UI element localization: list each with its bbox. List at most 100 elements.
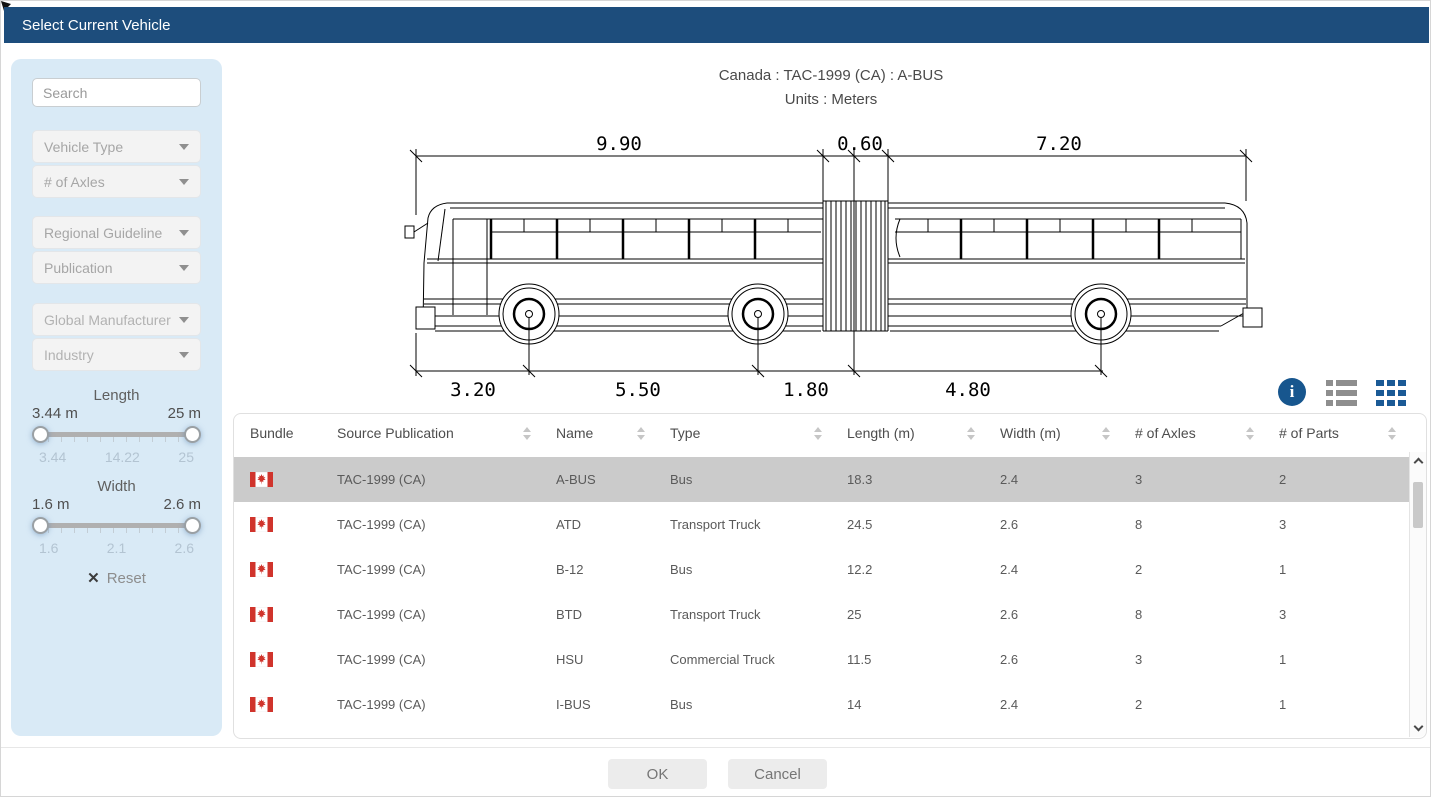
bundle-cell: [238, 472, 325, 487]
length-slider-min-handle[interactable]: [32, 426, 49, 443]
cell-type: Commercial Truck: [670, 652, 775, 667]
scrollbar-thumb[interactable]: [1413, 482, 1423, 528]
global-manufacturer-dropdown[interactable]: Global Manufacturer: [32, 303, 201, 336]
svg-text:4.80: 4.80: [945, 379, 991, 401]
canada-flag-icon: [250, 562, 273, 577]
dialog-title: Select Current Vehicle: [22, 16, 171, 34]
svg-text:0.60: 0.60: [837, 133, 883, 155]
vehicle-table-panel: Bundle Source Publication Name Type Leng…: [233, 413, 1427, 739]
svg-text:5.50: 5.50: [615, 379, 661, 401]
width-slider-scale: 1.6 2.1 2.6: [39, 540, 194, 556]
column-header-length[interactable]: Length (m): [835, 425, 988, 441]
cell-source-publication: TAC-1999 (CA): [337, 562, 426, 577]
table-row[interactable]: TAC-1999 (CA) BTD Transport Truck 25 2.6…: [234, 592, 1409, 637]
cell-width: 2.6: [1000, 652, 1019, 667]
length-slider-track[interactable]: [40, 432, 193, 437]
column-header-type[interactable]: Type: [658, 425, 835, 441]
cell-axles: 2: [1135, 697, 1143, 712]
cell-source-publication: TAC-1999 (CA): [337, 652, 426, 667]
info-icon[interactable]: i: [1278, 378, 1306, 406]
chevron-down-icon: [179, 316, 189, 323]
length-slider-scale: 3.44 14.22 25: [39, 449, 194, 465]
column-header-name[interactable]: Name: [544, 425, 658, 441]
length-slider-ticks: [48, 437, 185, 442]
filter-group-vehicle: Vehicle Type # of Axles: [32, 130, 201, 198]
ok-button[interactable]: OK: [608, 759, 707, 789]
vehicle-type-dropdown[interactable]: Vehicle Type: [32, 130, 201, 163]
cell-axles: 2: [1135, 562, 1143, 577]
canada-flag-icon: [250, 472, 273, 487]
scroll-up-icon[interactable]: [1413, 457, 1424, 468]
table-row[interactable]: TAC-1999 (CA) B-12 Bus 12.2 2.4 2 1: [234, 547, 1409, 592]
length-slider-max-handle[interactable]: [184, 426, 201, 443]
cell-axles: 3: [1135, 472, 1143, 487]
cell-parts: 3: [1279, 607, 1287, 622]
cell-parts: 1: [1279, 652, 1287, 667]
width-slider-min-handle[interactable]: [32, 517, 49, 534]
reset-filters-button[interactable]: ✕ Reset: [87, 569, 146, 588]
cell-source-publication: TAC-1999 (CA): [337, 607, 426, 622]
cell-name: ATD: [556, 517, 582, 532]
length-filter-title: Length: [93, 387, 140, 404]
chevron-down-icon: [179, 178, 189, 185]
table-row[interactable]: TAC-1999 (CA) HSU Commercial Truck 11.5 …: [234, 637, 1409, 682]
width-slider-max-handle[interactable]: [184, 517, 201, 534]
sort-icon[interactable]: [1388, 426, 1396, 440]
length-range-slider[interactable]: [32, 424, 201, 446]
column-header-axles[interactable]: # of Axles: [1123, 425, 1267, 441]
cell-axles: 3: [1135, 652, 1143, 667]
sort-icon[interactable]: [637, 426, 645, 440]
cell-length: 12.2: [847, 562, 873, 577]
sort-icon[interactable]: [814, 426, 822, 440]
table-row[interactable]: TAC-1999 (CA) ATD Transport Truck 24.5 2…: [234, 502, 1409, 547]
wheel-front: [498, 283, 560, 345]
width-max-label: 2.6 m: [163, 496, 201, 513]
width-slider-track[interactable]: [40, 523, 193, 528]
bundle-cell: [238, 652, 325, 667]
column-header-parts[interactable]: # of Parts: [1267, 425, 1409, 441]
cursor-artifact: [1, 1, 11, 11]
column-header-source-publication[interactable]: Source Publication: [325, 425, 544, 441]
cell-width: 2.6: [1000, 607, 1019, 622]
industry-dropdown[interactable]: Industry: [32, 338, 201, 371]
filter-group-manufacturer: Global Manufacturer Industry: [32, 303, 201, 371]
regional-guideline-dropdown[interactable]: Regional Guideline: [32, 216, 201, 249]
cell-type: Transport Truck: [670, 607, 761, 622]
table-body: TAC-1999 (CA) A-BUS Bus 18.3 2.4 3 2 TAC…: [234, 452, 1409, 737]
svg-text:3.20: 3.20: [450, 379, 496, 401]
table-row[interactable]: TAC-1999 (CA) A-BUS Bus 18.3 2.4 3 2: [234, 457, 1409, 502]
chevron-down-icon: [179, 229, 189, 236]
search-input[interactable]: [32, 78, 201, 107]
cell-width: 2.4: [1000, 562, 1019, 577]
dialog-title-bar: Select Current Vehicle: [4, 7, 1429, 43]
sort-icon[interactable]: [523, 426, 531, 440]
bundle-cell: [238, 607, 325, 622]
cancel-button[interactable]: Cancel: [728, 759, 827, 789]
cell-name: HSU: [556, 652, 584, 667]
units-label: Units : Meters: [784, 91, 878, 108]
cell-axles: 8: [1135, 517, 1143, 532]
x-icon: ✕: [87, 570, 100, 587]
scroll-down-icon[interactable]: [1413, 721, 1424, 732]
table-row[interactable]: TAC-1999 (CA) I-BUS Bus 14 2.4 2 1: [234, 682, 1409, 727]
table-scrollbar[interactable]: [1409, 452, 1426, 737]
wheel-middle: [727, 283, 789, 345]
cell-length: 14: [847, 697, 862, 712]
grid-view-icon[interactable]: [1376, 380, 1407, 406]
sort-icon[interactable]: [1102, 426, 1110, 440]
cell-name: B-12: [556, 562, 584, 577]
width-minmax: 1.6 m 2.6 m: [32, 496, 201, 513]
cell-name: A-BUS: [556, 472, 596, 487]
publication-dropdown[interactable]: Publication: [32, 251, 201, 284]
column-header-width[interactable]: Width (m): [988, 425, 1123, 441]
cell-width: 2.4: [1000, 697, 1019, 712]
length-min-label: 3.44 m: [32, 405, 78, 422]
sort-icon[interactable]: [967, 426, 975, 440]
list-view-icon[interactable]: [1326, 380, 1357, 406]
cell-type: Bus: [670, 472, 693, 487]
cell-length: 18.3: [847, 472, 873, 487]
width-range-slider[interactable]: [32, 515, 201, 537]
axles-dropdown[interactable]: # of Axles: [32, 165, 201, 198]
svg-text:7.20: 7.20: [1036, 133, 1082, 155]
sort-icon[interactable]: [1246, 426, 1254, 440]
